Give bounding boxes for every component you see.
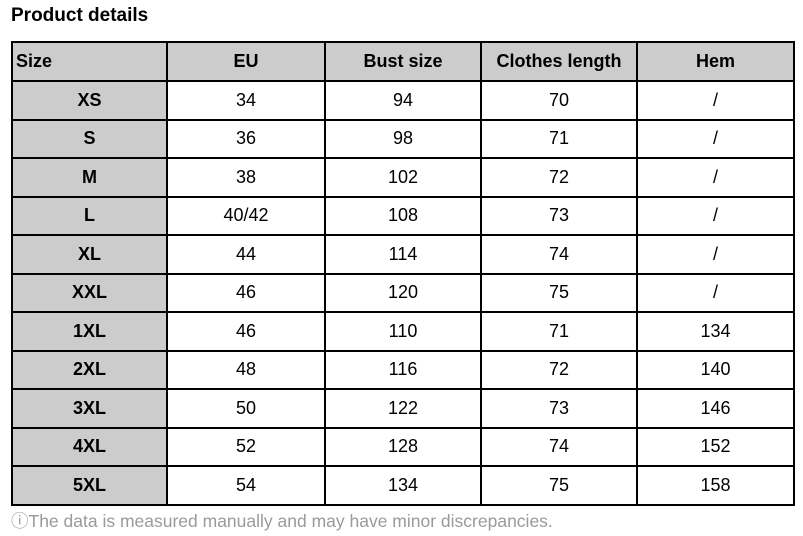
table-cell: 36 [166, 118, 326, 159]
table-cell: 72 [480, 157, 638, 198]
size-cell: S [11, 118, 168, 159]
table-cell: 98 [324, 118, 482, 159]
table-row: M 38 102 72/ [11, 157, 795, 198]
table-cell: 134 [636, 311, 795, 352]
size-cell: L [11, 195, 168, 236]
table-cell: 152 [636, 426, 795, 467]
column-header: Clothes length [480, 41, 638, 82]
table-cell: 74 [480, 234, 638, 275]
table-cell: / [636, 80, 795, 121]
table-cell: 108 [324, 195, 482, 236]
table-cell: 122 [324, 388, 482, 429]
table-cell: 73 [480, 195, 638, 236]
size-cell: XXL [11, 272, 168, 313]
table-cell: 71 [480, 311, 638, 352]
column-header: Hem [636, 41, 795, 82]
table-cell: 72 [480, 349, 638, 390]
size-cell: 2XL [11, 349, 168, 390]
table-cell: 158 [636, 465, 795, 506]
size-cell: 5XL [11, 465, 168, 506]
column-header: EU [166, 41, 326, 82]
table-cell: 50 [166, 388, 326, 429]
table-cell: 94 [324, 80, 482, 121]
table-cell: 48 [166, 349, 326, 390]
table-cell: / [636, 234, 795, 275]
table-header-row: Size EU Bust size Clothes length Hem [11, 41, 795, 82]
size-cell: XL [11, 234, 168, 275]
table-row: XS 34 94 70/ [11, 80, 795, 121]
table-cell: 40/42 [166, 195, 326, 236]
table-cell: 140 [636, 349, 795, 390]
table-cell: 75 [480, 272, 638, 313]
table-cell: / [636, 157, 795, 198]
table-row: XXL 46 120 75/ [11, 272, 795, 313]
table-cell: 74 [480, 426, 638, 467]
table-cell: 75 [480, 465, 638, 506]
table-cell: 70 [480, 80, 638, 121]
table-cell: 128 [324, 426, 482, 467]
column-header: Size [11, 41, 168, 82]
table-row: 1XL 46 110 71 134 [11, 311, 795, 352]
size-cell: M [11, 157, 168, 198]
table-row: L 40/42 108 73/ [11, 195, 795, 236]
table-cell: / [636, 195, 795, 236]
table-row: 5XL 54 134 75 158 [11, 465, 795, 506]
table-row: 3XL 50 122 73 146 [11, 388, 795, 429]
table-cell: 54 [166, 465, 326, 506]
table-cell: 71 [480, 118, 638, 159]
table-cell: 34 [166, 80, 326, 121]
table-cell: / [636, 272, 795, 313]
table-cell: 52 [166, 426, 326, 467]
column-header: Bust size [324, 41, 482, 82]
table-row: 4XL 52 128 74 152 [11, 426, 795, 467]
table-cell: 120 [324, 272, 482, 313]
table-row: 2XL 48 116 72 140 [11, 349, 795, 390]
table-row: XL 44 114 74/ [11, 234, 795, 275]
table-cell: 114 [324, 234, 482, 275]
table-cell: 110 [324, 311, 482, 352]
size-cell: 3XL [11, 388, 168, 429]
size-cell: 1XL [11, 311, 168, 352]
table-cell: 73 [480, 388, 638, 429]
table-cell: 134 [324, 465, 482, 506]
table-cell: 44 [166, 234, 326, 275]
page-title: Product details [11, 5, 149, 26]
size-table: Size EU Bust size Clothes length Hem XS 34 94 7… [11, 41, 795, 506]
table-cell: 102 [324, 157, 482, 198]
measurement-note: ⓘThe data is measured manually and may h… [11, 511, 553, 531]
table-cell: 116 [324, 349, 482, 390]
size-cell: 4XL [11, 426, 168, 467]
table-cell: 46 [166, 272, 326, 313]
table-cell: 146 [636, 388, 795, 429]
table-row: S 36 98 71/ [11, 118, 795, 159]
table-cell: 38 [166, 157, 326, 198]
size-cell: XS [11, 80, 168, 121]
table-cell: / [636, 118, 795, 159]
table-cell: 46 [166, 311, 326, 352]
